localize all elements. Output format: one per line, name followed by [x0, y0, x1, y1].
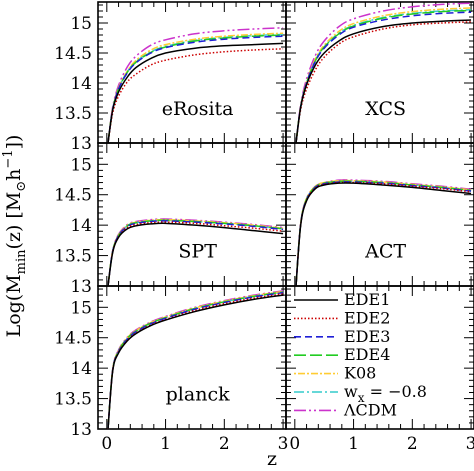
- panel-erosita-series-wx08: [107, 33, 284, 143]
- panel-spt-ytick-label: 14.5: [54, 186, 92, 206]
- legend-panel-xtick-label: 1: [348, 434, 359, 454]
- panel-planck-frame: [97, 285, 287, 430]
- panel-planck-xtick-label: 3: [278, 434, 289, 454]
- panel-erosita-ytick-label: 15: [70, 14, 92, 34]
- panel-spt-frame: [97, 142, 287, 287]
- legend-entry-ede1-label: EDE1: [344, 290, 390, 309]
- panel-erosita-series-ede3: [107, 35, 284, 143]
- panel-xcs-series-k08: [295, 7, 472, 143]
- panel-erosita-ytick-label: 13.5: [54, 104, 92, 124]
- panel-act-series-ede4: [295, 180, 472, 286]
- panel-xcs-series-ede1: [295, 19, 472, 143]
- panel-xcs-label: XCS: [365, 98, 406, 120]
- panel-spt-series-ede3: [107, 220, 284, 286]
- panel-act-series-ede3: [295, 181, 472, 286]
- panel-act-frame: [285, 142, 474, 287]
- panel-act: ACT: [285, 142, 474, 287]
- legend-entry-k08-label: K08: [344, 364, 376, 383]
- panel-planck-xtick-label: 1: [160, 434, 171, 454]
- panel-xcs-series-ede3: [295, 11, 472, 143]
- legend-panel-xtick-label: 3: [466, 434, 474, 454]
- x-axis-title: z: [267, 448, 277, 470]
- legend-panel-frame: [285, 285, 474, 430]
- y-axis-title: Log(Mmin(z) [M⊙h−1]): [1, 135, 29, 338]
- panel-erosita-ytick-label: 14.5: [54, 44, 92, 64]
- legend-entry-ede3-label: EDE3: [344, 327, 390, 346]
- y-axis-title-post: ]): [3, 135, 25, 150]
- panel-planck-xtick-label: 0: [101, 434, 112, 454]
- panel-erosita-series-k08: [107, 32, 284, 143]
- y-axis-title-sup: −1: [1, 149, 16, 168]
- panel-act-series-k08: [295, 179, 472, 286]
- panel-planck-series-ede4: [107, 291, 284, 429]
- legend-wx-pre: w: [344, 382, 358, 401]
- legend-panel-xtick-label: 0: [289, 434, 300, 454]
- panel-erosita-series-ede4: [107, 34, 284, 143]
- panel-planck-ytick-label: 14.5: [54, 329, 92, 349]
- panel-act-series-ede1: [295, 182, 472, 286]
- panel-planck-series-ede1: [107, 294, 284, 429]
- panel-act-label: ACT: [364, 240, 406, 262]
- panel-spt-label: SPT: [178, 240, 217, 262]
- panel-planck: 13 13.5 14 14.5 15 0 1 2 3 planck: [54, 285, 289, 454]
- panel-planck-ytick-label: 13: [70, 420, 92, 440]
- panel-act-series-ede2: [295, 181, 472, 286]
- legend-panel-xtick-label: 2: [407, 434, 418, 454]
- panel-erosita-label: eRosita: [162, 98, 234, 120]
- legend-entry-ede4-label: EDE4: [344, 345, 390, 364]
- panel-planck-ytick-label: 15: [70, 298, 92, 318]
- panel-spt-ytick-label: 13.5: [54, 247, 92, 267]
- panel-erosita-series-ede1: [107, 42, 284, 143]
- panel-spt-series-ede1: [107, 222, 284, 286]
- panel-planck-ytick-label: 14: [70, 359, 92, 379]
- panel-erosita: 13 13.5 14 14.5 15 eRosita: [54, 1, 287, 154]
- legend-entry-cdm-label: ΛCDM: [343, 400, 397, 419]
- panel-erosita-series-ede2: [107, 48, 284, 143]
- panel-spt-series-cdm: [107, 218, 284, 286]
- panel-xcs-series-wx08: [295, 9, 472, 143]
- panel-spt-ytick-label: 13: [70, 277, 92, 297]
- panel-xcs-series-cdm: [295, 2, 472, 143]
- panel-xcs-series-ede2: [295, 21, 472, 143]
- legend-wx-sub: x: [358, 391, 365, 405]
- panel-act-series-cdm: [295, 179, 472, 286]
- y-axis-title-sun: ⊙: [14, 181, 29, 192]
- panel-planck-ytick-label: 13.5: [54, 390, 92, 410]
- y-axis-title-pre: Log(M: [3, 274, 25, 337]
- panel-planck-series-ede2: [107, 293, 284, 429]
- panel-planck-label: planck: [166, 383, 230, 405]
- panel-planck-series-wx08: [107, 291, 284, 429]
- panel-spt-ytick-label: 15: [70, 155, 92, 175]
- panel-act-series-wx08: [295, 180, 472, 286]
- y-axis-title-mid: (z) [M: [3, 192, 25, 250]
- y-axis-title-h: h: [3, 169, 25, 181]
- legend-entry-ede2-label: EDE2: [344, 308, 390, 327]
- panel-planck-series-ede3: [107, 291, 284, 429]
- panel-erosita-ytick-label: 13: [70, 134, 92, 154]
- panel-xcs: XCS: [285, 1, 474, 144]
- panel-xcs-series-ede4: [295, 9, 472, 143]
- y-axis-title-sub: min: [14, 249, 29, 274]
- legend-wx-post: = −0.8: [364, 382, 426, 401]
- legend-entry-wx08-label: wx = −0.8: [344, 382, 427, 405]
- panel-planck-xtick-label: 2: [219, 434, 230, 454]
- panel-erosita-ytick-label: 14: [70, 74, 92, 94]
- panel-spt-ytick-label: 14: [70, 216, 92, 236]
- panel-spt: 13 13.5 14 14.5 15 SPT: [54, 142, 287, 297]
